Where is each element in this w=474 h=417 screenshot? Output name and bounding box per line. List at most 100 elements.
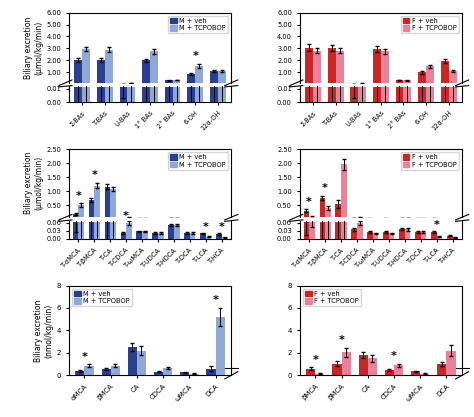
- Bar: [163, 368, 173, 375]
- Bar: [341, 164, 346, 219]
- Bar: [350, 84, 358, 85]
- Bar: [357, 223, 363, 239]
- Bar: [97, 60, 105, 85]
- Y-axis label: Biliary excretion
(μmol/kg/min): Biliary excretion (μmol/kg/min): [24, 152, 44, 214]
- Bar: [187, 87, 195, 102]
- Bar: [137, 351, 146, 375]
- Bar: [73, 214, 78, 219]
- Bar: [336, 221, 341, 239]
- Legend: F + veh, F + TCPOBOP: F + veh, F + TCPOBOP: [401, 16, 459, 33]
- Bar: [101, 369, 111, 375]
- Bar: [173, 87, 181, 102]
- Bar: [385, 370, 394, 375]
- Bar: [350, 87, 358, 102]
- Text: *: *: [213, 295, 219, 305]
- Bar: [73, 221, 78, 239]
- Bar: [110, 221, 116, 239]
- Text: *: *: [91, 170, 97, 180]
- Bar: [309, 221, 315, 239]
- Bar: [313, 87, 321, 102]
- Bar: [325, 221, 331, 239]
- Bar: [200, 234, 206, 239]
- Bar: [128, 83, 136, 85]
- Bar: [128, 87, 136, 102]
- Bar: [437, 237, 442, 239]
- Bar: [319, 221, 325, 239]
- Bar: [174, 218, 180, 219]
- Bar: [351, 229, 357, 239]
- Bar: [137, 231, 142, 239]
- Bar: [216, 234, 222, 239]
- Bar: [142, 87, 150, 102]
- Text: *: *: [391, 351, 397, 361]
- Text: *: *: [192, 51, 198, 61]
- Bar: [105, 221, 110, 239]
- Bar: [128, 347, 137, 375]
- Bar: [381, 87, 389, 102]
- Bar: [206, 237, 211, 239]
- Bar: [448, 71, 456, 85]
- Bar: [110, 189, 116, 219]
- Bar: [120, 233, 126, 239]
- Legend: M + veh, M + TCPOBOP: M + veh, M + TCPOBOP: [168, 152, 228, 170]
- Bar: [105, 50, 113, 85]
- Bar: [336, 51, 344, 85]
- Bar: [119, 84, 128, 85]
- Bar: [332, 364, 342, 375]
- Bar: [94, 221, 100, 239]
- Text: *: *: [312, 355, 318, 365]
- Bar: [315, 374, 325, 375]
- Bar: [89, 221, 94, 239]
- Bar: [421, 232, 426, 239]
- Text: *: *: [203, 222, 209, 232]
- Text: *: *: [338, 335, 345, 345]
- Legend: M + veh, M + TCPOBOP: M + veh, M + TCPOBOP: [168, 16, 228, 33]
- Bar: [218, 87, 226, 102]
- Bar: [105, 87, 113, 102]
- Bar: [415, 232, 421, 239]
- Legend: M + veh, M + TCPOBOP: M + veh, M + TCPOBOP: [72, 289, 132, 306]
- Bar: [187, 74, 195, 85]
- Bar: [119, 87, 128, 102]
- Text: *: *: [306, 197, 312, 207]
- Bar: [195, 87, 203, 102]
- Bar: [319, 198, 325, 219]
- Bar: [447, 236, 453, 239]
- Bar: [74, 87, 82, 102]
- Bar: [431, 232, 437, 239]
- Bar: [328, 87, 336, 102]
- Bar: [78, 205, 84, 219]
- Bar: [94, 186, 100, 219]
- Text: *: *: [123, 211, 129, 221]
- Bar: [418, 73, 426, 85]
- Bar: [426, 66, 434, 85]
- Bar: [426, 87, 434, 102]
- Bar: [309, 217, 315, 219]
- Bar: [399, 229, 405, 239]
- Bar: [383, 232, 389, 239]
- Bar: [190, 233, 195, 239]
- Bar: [74, 60, 82, 85]
- Bar: [441, 87, 448, 102]
- Bar: [126, 223, 132, 239]
- Bar: [336, 87, 344, 102]
- Bar: [373, 49, 381, 85]
- Bar: [328, 48, 336, 85]
- Bar: [373, 234, 378, 239]
- Bar: [78, 221, 84, 239]
- Text: *: *: [322, 183, 328, 193]
- Bar: [305, 48, 313, 85]
- Bar: [325, 208, 331, 219]
- Bar: [368, 359, 377, 375]
- Bar: [150, 87, 158, 102]
- Bar: [154, 372, 163, 375]
- Bar: [381, 51, 389, 85]
- Y-axis label: Biliary excretion
(μmol/kg/min): Biliary excretion (μmol/kg/min): [24, 16, 44, 79]
- Legend: F + veh, F + TCPOBOP: F + veh, F + TCPOBOP: [303, 289, 361, 306]
- Bar: [97, 87, 105, 102]
- Bar: [142, 60, 150, 85]
- Bar: [184, 233, 190, 239]
- Bar: [403, 87, 411, 102]
- Bar: [216, 317, 225, 375]
- Bar: [189, 374, 199, 375]
